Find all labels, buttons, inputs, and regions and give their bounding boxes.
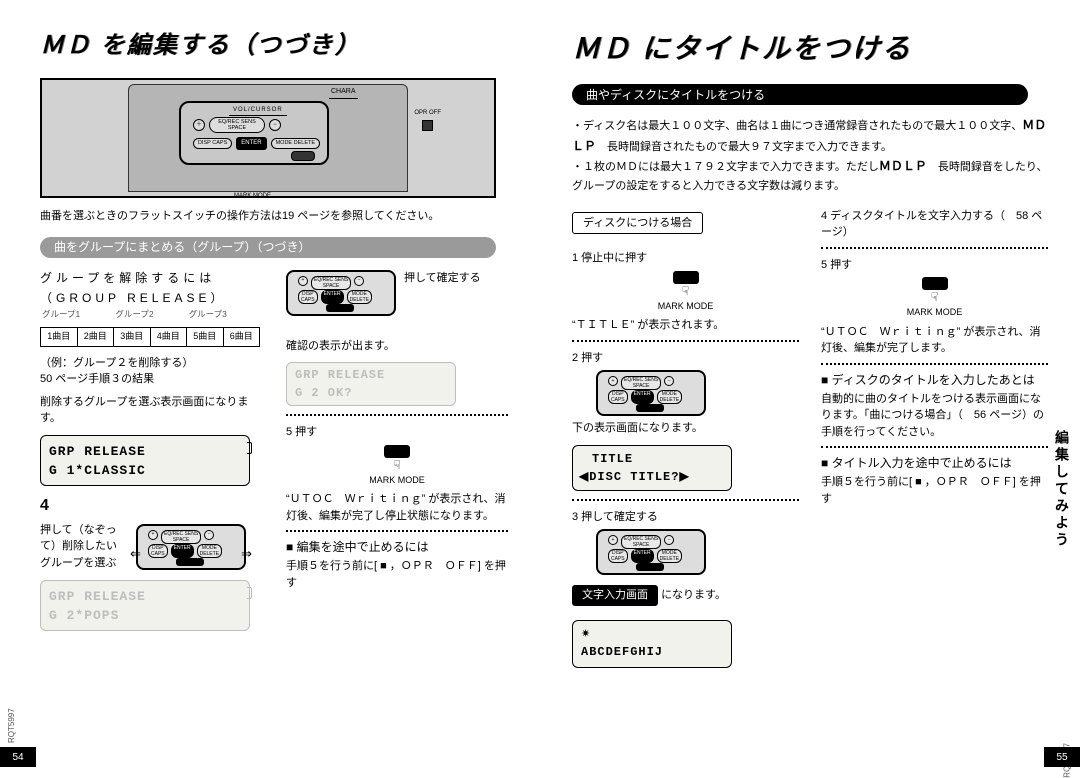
flatswitch-caption: 曲番を選ぶときのフラットスイッチの操作方法は19 ページを参照してください。 [40,208,508,225]
below-display-text: 下の表示画面になります。 [572,420,799,437]
after-title-heading: ディスクのタイトルを入力したあとは [821,371,1048,389]
mini-panel-s3: +EQ/REC SENSSPACE− DISPCAPSENTERMODEDELE… [596,529,706,575]
lcd-grp-release-classic: GRP RELEASE G 1*CLASSIC [40,435,250,486]
stop-edit-heading: 編集を途中で止めるには [286,538,508,556]
doc-code-left: RQT5997 [6,708,18,743]
vol-label: VOL/CURSOR [229,106,287,116]
step-5-left: 5 押す [286,424,508,441]
disc-case-label: ディスクにつける場合 [572,212,703,235]
group-table: 1曲目 2曲目 3曲目 4曲目 5曲目 6曲目 [40,327,260,347]
confirm-shown: 確認の表示が出ます。 [286,338,508,355]
lcd-abc: ✷ ABCDEFGHIJ [572,620,732,669]
push-confirm-text: 押して確定する [404,270,481,287]
page-number-right: 55 [1044,747,1080,767]
markmode-icon-s5: ☟ MARK MODE [821,277,1048,320]
step-4-right: 4 ディスクタイトルを文字入力する（ 58 ページ） [821,208,1048,241]
after-title-text: 自動的に曲のタイトルをつける表示画面になります。「曲につける場合」（ 56 ペー… [821,391,1048,441]
right-page-title: ＭＤ にタイトルをつける [572,28,1048,70]
char-entry-label: 文字入力画面 [572,585,658,606]
opr-off: OPR OFF [414,109,441,131]
left-page-title: ＭＤ を編集する（つづき） [40,28,508,64]
group-heads: グループ1 グループ2 グループ3 [40,308,260,321]
stop-title-heading: タイトル入力を途中で止めるには [821,454,1048,472]
example-line: （例：グループ２を削除する） [40,355,262,372]
utoc-writing-right: “ＵＴＯＣ Ｗｒｉｔｉｎｇ” が表示され、消灯後、編集が完了します。 [821,324,1048,357]
lcd-disc-title: TITLE ◀DISC TITLE?▶ [572,445,732,491]
step-3-right: 3 押して確定する [572,509,799,526]
utoc-writing-left: “ＵＴＯＣ Ｗｒｉｔｉｎｇ” が表示され、消灯後、編集が完了し停止状態になります… [286,491,508,524]
group-release-heading: グループを解除するには（GROUP RELEASE） [40,268,262,309]
mini-panel-confirm: +EQ/REC SENSSPACE− DISPCAPSENTERMODEDELE… [286,270,396,316]
ref-line: 50 ページ手順３の結果 [40,371,262,388]
step-5-right: 5 押す [821,257,1048,274]
side-tab-label: 編集してみよう [1051,430,1072,549]
step-4-text: 押して（なぞって）削除したいグループを選ぶ [40,522,126,572]
markmode-label: MARK MODE [234,192,271,201]
markmode-icon-left: ☟ MARK MODE [286,445,508,488]
stop-title-text: 手順５を行う前に[ ■ ，ＯＰＲ ＯＦＦ] を押す [821,474,1048,507]
mini-panel-s2: +EQ/REC SENSSPACE− DISPCAPSENTERMODEDELE… [596,370,706,416]
title-section-header: 曲やディスクにタイトルをつける [572,84,1028,105]
markmode-icon-s1: ☟ MARK MODE [572,271,799,314]
stop-edit-text: 手順５を行う前に[ ■ ，ＯＰＲ ＯＦＦ] を押す [286,558,508,591]
step-4-number: 4 [40,494,60,518]
chara-label: CHARA [329,87,358,99]
select-group-note: 削除するグループを選ぶ表示画面になります。 [40,394,262,427]
page-number-left: 54 [0,747,36,767]
lcd-grp-release-pops: GRP RELEASE G 2*POPS [40,580,250,631]
lcd-g2-ok: GRP RELEASE G 2 OK? [286,362,456,406]
step-2-right: 2 押す [572,350,799,367]
title-notes: ・ディスク名は最大１００文字、曲名は１曲につき通常録音されたもので最大１００文字… [572,115,1048,196]
device-illustration: CHARA VOL/CURSOR ＋ EQ/REC SENS SPACE − D… [40,78,496,198]
mini-panel-step4: ⇐⇒ +EQ/REC SENSSPACE− DISPCAPSENTERMODED… [136,524,246,570]
char-entry-after: になります。 [661,589,726,601]
group-section-header: 曲をグループにまとめる（グループ）（つづき） [40,237,496,258]
title-shown-text: “ＴＩＴＬＥ” が表示されます。 [572,317,799,334]
step-1-right: 1 停止中に押す [572,250,799,267]
